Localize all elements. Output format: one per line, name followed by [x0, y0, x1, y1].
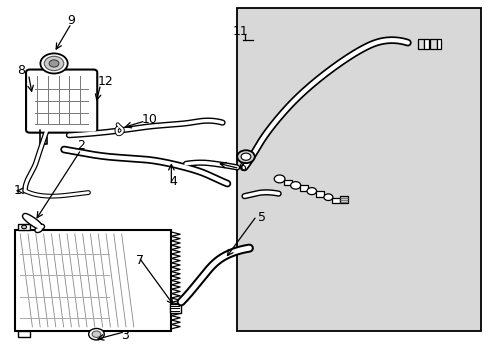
Circle shape: [290, 182, 300, 189]
Text: 7: 7: [135, 254, 143, 267]
Circle shape: [274, 175, 285, 183]
Text: 11: 11: [232, 25, 248, 38]
Text: 5: 5: [257, 211, 265, 224]
Bar: [18, 224, 30, 230]
Circle shape: [92, 331, 101, 337]
Bar: [429, 39, 436, 49]
FancyBboxPatch shape: [26, 69, 97, 133]
Circle shape: [21, 225, 26, 229]
Circle shape: [41, 53, 67, 73]
Bar: [237, 8, 480, 330]
Text: 3: 3: [121, 329, 129, 342]
Bar: [423, 39, 428, 49]
Bar: [316, 192, 324, 197]
Circle shape: [241, 153, 250, 160]
Bar: [300, 185, 307, 191]
Bar: [339, 196, 347, 203]
Circle shape: [237, 150, 254, 163]
Text: 4: 4: [169, 175, 177, 188]
Bar: [436, 39, 441, 49]
Circle shape: [323, 194, 332, 201]
Circle shape: [44, 56, 63, 71]
Bar: [417, 39, 424, 49]
Text: 8: 8: [17, 64, 25, 77]
Bar: [331, 198, 339, 203]
Text: 2: 2: [77, 139, 85, 152]
Text: 12: 12: [98, 75, 113, 88]
Circle shape: [49, 60, 59, 67]
Circle shape: [306, 188, 316, 195]
Circle shape: [88, 328, 104, 340]
Bar: [18, 330, 30, 337]
Text: 9: 9: [67, 14, 75, 27]
Bar: [284, 180, 292, 185]
Text: 6: 6: [238, 161, 245, 174]
Bar: [15, 230, 171, 330]
Bar: [169, 305, 180, 314]
Text: 1: 1: [14, 184, 21, 197]
Text: 10: 10: [141, 113, 157, 126]
